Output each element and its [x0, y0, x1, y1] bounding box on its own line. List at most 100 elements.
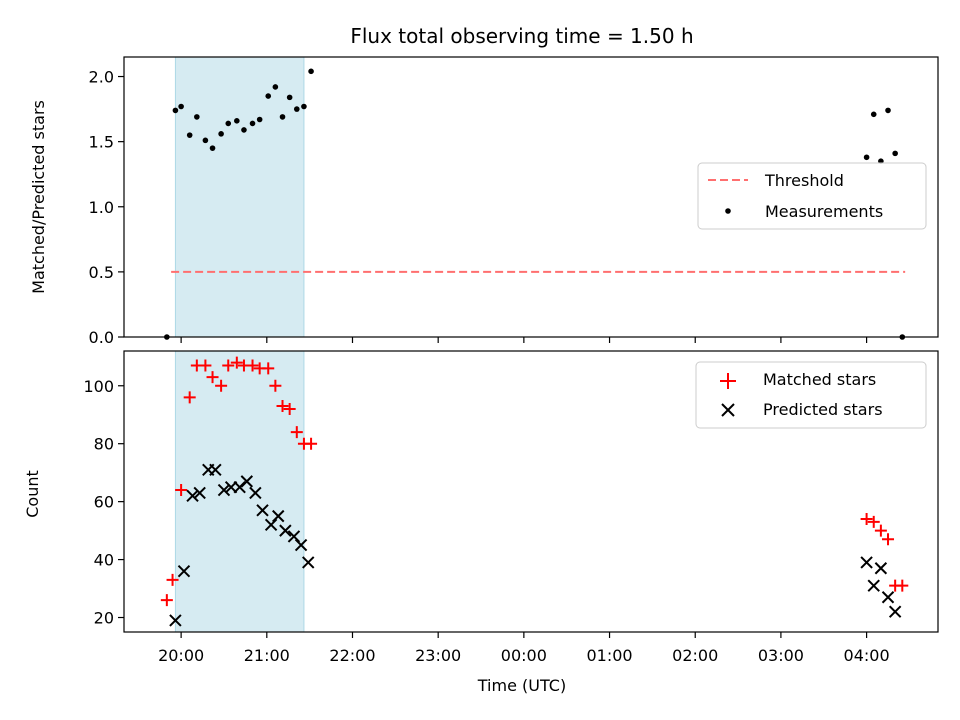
predicted-star-point — [888, 605, 902, 618]
measurement-point — [272, 84, 279, 90]
predicted-star-point — [874, 562, 888, 575]
legend-matched-swatch — [720, 373, 736, 389]
matched-star-point — [222, 359, 235, 372]
x-tick-label: 03:00 — [758, 646, 804, 665]
top-legend-frame — [697, 162, 927, 230]
measurement-point — [178, 103, 184, 110]
matched-star-point — [166, 573, 179, 586]
measurement-point — [202, 137, 209, 144]
top-panel: 0.00.51.01.52.0 Matched/Predicted stars … — [29, 56, 939, 347]
predicted-star-point — [186, 489, 199, 503]
measurement-point — [218, 131, 224, 137]
predicted-star-point — [860, 556, 873, 569]
predicted-star-point — [287, 530, 301, 543]
predicted-star-point — [264, 518, 278, 532]
x-tick-label: 02:00 — [672, 646, 718, 665]
measurement-point — [863, 154, 870, 161]
measurement-point — [870, 111, 877, 118]
predicted-star-point — [177, 564, 191, 578]
legend-threshold-label: Threshold — [764, 171, 844, 190]
bottom-y-tick-label: 100 — [83, 377, 114, 396]
measurement-point — [256, 116, 263, 123]
bottom-y-tick-label: 40 — [94, 551, 114, 570]
matched-star-point — [882, 533, 895, 546]
top-y-tick-label: 0.5 — [89, 263, 114, 282]
measurement-point — [172, 107, 179, 114]
count-plot-area: 20 40 60 80 100 20:00 21:00 22:00 23:00 00:00 01:0… — [83, 350, 939, 665]
matched-star-point — [199, 359, 212, 372]
legend-measurements-swatch — [725, 208, 731, 214]
bottom-y-axis-label: Count — [23, 470, 42, 518]
matched-star-point — [215, 379, 228, 392]
top-axes-frame — [123, 56, 939, 338]
top-highlight-span — [174, 56, 305, 338]
top-legend: Threshold Measurements — [697, 162, 927, 230]
measurement-point — [308, 68, 314, 75]
x-tick-label: 20:00 — [158, 646, 204, 665]
x-tick-label: 01:00 — [586, 646, 632, 665]
bottom-legend-frame — [695, 361, 927, 429]
matched-star-point — [175, 484, 188, 497]
measurement-point — [234, 118, 240, 124]
measurement-point — [186, 132, 193, 138]
top-y-tick-label: 2.0 — [89, 68, 114, 87]
matched-star-point — [246, 359, 259, 372]
matched-star-point — [305, 437, 318, 450]
measurement-point — [286, 94, 293, 101]
top-y-tick-label: 1.0 — [89, 198, 114, 217]
predicted-star-point — [302, 556, 315, 569]
measurement-point — [265, 93, 272, 99]
matched-star-point — [160, 594, 173, 607]
matched-star-point — [183, 391, 196, 404]
bottom-legend: Matched stars Predicted stars — [695, 361, 927, 429]
legend-measurements-label: Measurements — [765, 202, 883, 221]
measurement-point — [892, 150, 898, 157]
measurement-point — [225, 120, 232, 127]
matched-star-point — [262, 362, 275, 375]
matched-star-point — [290, 426, 303, 439]
predicted-star-point — [249, 486, 262, 500]
bottom-y-tick-label: 80 — [94, 435, 114, 454]
predicted-star-point — [256, 504, 269, 517]
measurement-point — [249, 120, 256, 127]
legend-matched-label: Matched stars — [763, 370, 876, 389]
bottom-highlight-span — [174, 350, 305, 633]
bottom-y-tick-label: 20 — [94, 609, 114, 628]
predicted-star-point — [881, 591, 895, 604]
predicted-star-point — [209, 463, 222, 476]
matched-star-point — [867, 515, 880, 528]
matched-star-point — [269, 379, 282, 392]
matched-star-point — [230, 356, 243, 369]
predicted-star-point — [240, 475, 254, 488]
chart-title: Flux total observing time = 1.50 h — [350, 24, 693, 48]
bottom-axes-frame — [123, 350, 939, 633]
measurement-point — [209, 145, 216, 151]
ratio-plot-area: 0.0 0.5 1.0 1.5 2.0 — [89, 56, 939, 347]
measurement-point — [194, 114, 200, 120]
legend-predicted-swatch — [721, 403, 735, 417]
predicted-star-point — [193, 486, 206, 500]
x-tick-label: 00:00 — [501, 646, 547, 665]
matched-star-point — [874, 524, 887, 537]
predicted-star-point — [217, 483, 231, 497]
top-y-axis-label: Matched/Predicted stars — [29, 100, 48, 294]
bottom-y-tick-label: 60 — [94, 493, 114, 512]
matched-star-point — [896, 579, 909, 592]
x-tick-label: 04:00 — [844, 646, 890, 665]
bottom-panel: 20 40 60 80 100 20:00 21:00 22:00 23:00 00:00 01:0… — [23, 350, 939, 695]
predicted-star-point — [294, 538, 308, 552]
measurement-point — [293, 106, 300, 112]
predicted-star-point — [279, 524, 292, 537]
matched-star-point — [276, 400, 289, 413]
measurement-point — [241, 127, 247, 133]
top-y-tick-label: 0.0 — [89, 328, 114, 347]
matched-star-point — [860, 513, 873, 526]
x-tick-label: 23:00 — [415, 646, 461, 665]
predicted-star-point — [272, 509, 285, 523]
matched-star-point — [283, 402, 296, 415]
predicted-star-point — [169, 614, 182, 627]
predicted-star-point — [867, 579, 880, 592]
legend-predicted-label: Predicted stars — [763, 400, 883, 419]
x-axis-label: Time (UTC) — [477, 676, 566, 695]
